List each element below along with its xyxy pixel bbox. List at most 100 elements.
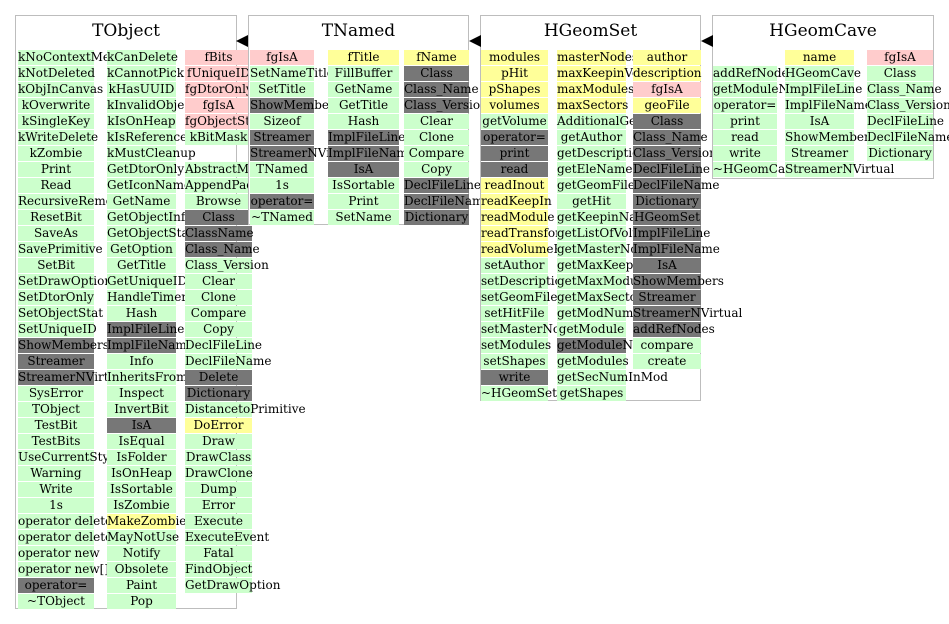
member-cell: Streamer: [785, 146, 854, 161]
member-cell: FindObject: [185, 562, 253, 577]
member-cell: kInvalidObject: [107, 98, 196, 113]
member-cell: StreamerNVirtual: [785, 162, 895, 177]
member-cell: Print: [328, 194, 399, 209]
member-cell: IsSortable: [328, 178, 399, 193]
member-cell: Info: [107, 354, 176, 369]
member-cell: compare: [633, 338, 701, 353]
member-cell: ~TObject: [18, 594, 94, 609]
inheritance-arrow-icon: [469, 35, 481, 47]
member-cell: Dictionary: [185, 386, 252, 401]
class-title: TNamed: [321, 21, 396, 41]
member-cell: IsA: [107, 418, 176, 433]
member-cell: DeclFileLine: [633, 162, 711, 177]
member-cell: Dictionary: [633, 194, 701, 209]
member-cell: GetIconName: [107, 178, 192, 193]
member-cell: Streamer: [250, 130, 314, 145]
member-cell: ExecuteEvent: [185, 530, 270, 545]
member-cell: ImplFileLine: [633, 226, 711, 241]
member-cell: ImplFileName: [633, 242, 720, 257]
class-title: TObject: [92, 21, 160, 41]
member-cell: print: [713, 114, 777, 129]
member-cell: SetNameTitle: [250, 66, 334, 81]
member-cell: DeclFileName: [633, 178, 720, 193]
member-cell: getDescription: [557, 146, 648, 161]
member-cell: IsZombie: [107, 498, 176, 513]
class-box-tnamed: TNamed fgIsA SetNameTitle SetTitle ShowMembe…: [248, 15, 491, 225]
member-cell: getModule: [557, 322, 626, 337]
member-cell: 1s: [18, 498, 94, 513]
inheritance-arrow-icon: [236, 35, 248, 47]
member-cell: AbstractMethod: [185, 162, 284, 177]
member-cell: TObject: [18, 402, 94, 417]
member-cell: write: [481, 370, 548, 385]
class-box-hgeomcave: HGeomCave addRefNodes getModuleName operato…: [712, 15, 949, 179]
member-cell: ~HGeomCave: [713, 162, 800, 177]
member-cell: SetTitle: [250, 82, 314, 97]
member-cell: ResetBit: [18, 210, 94, 225]
member-cell: Class_Name: [404, 82, 479, 97]
member-cell: getModuleName: [713, 82, 815, 97]
member-cell: Dictionary: [867, 146, 933, 161]
member-cell: GetObjectInfo: [107, 210, 193, 225]
member-cell: ImplFileLine: [107, 322, 185, 337]
member-cell: ~TNamed: [250, 210, 314, 225]
member-cell: modules: [481, 50, 548, 65]
member-cell: HGeomSet: [633, 210, 701, 225]
member-cell: setShapes: [481, 354, 548, 369]
member-cell: getListOfVolumes: [557, 226, 665, 241]
member-cell: setMasterNodes: [481, 322, 582, 337]
member-cell: Class_Name: [633, 130, 708, 145]
member-cell: Class_Version: [633, 146, 717, 161]
member-cell: SetBit: [18, 258, 94, 273]
member-cell: create: [633, 354, 701, 369]
member-cell: readVolumeParams: [481, 242, 599, 257]
member-cell: setAuthor: [481, 258, 548, 273]
member-cell: Pop: [107, 594, 176, 609]
member-cell: getMasterNodes: [557, 242, 659, 257]
member-cell: HGeomCave: [785, 66, 861, 81]
member-cell: Compare: [185, 306, 252, 321]
member-cell: maxKeepinVolumes: [557, 66, 676, 81]
member-cell: Dump: [185, 482, 252, 497]
member-cell: GetObjectStat: [107, 226, 194, 241]
member-cell: FillBuffer: [328, 66, 399, 81]
member-cell: Class_Version: [867, 98, 949, 113]
member-cell: setHitFile: [481, 306, 548, 321]
member-cell: IsEqual: [107, 434, 176, 449]
member-cell: operator=: [481, 130, 548, 145]
member-cell: TestBit: [18, 418, 94, 433]
member-cell: TNamed: [250, 162, 314, 177]
member-cell: getShapes: [557, 386, 626, 401]
member-cell: fgIsA: [867, 50, 933, 65]
member-cell: Paint: [107, 578, 176, 593]
member-cell: GetUniqueID: [107, 274, 188, 289]
member-cell: ImplFileName: [785, 98, 872, 113]
member-cell: ShowMembers: [250, 98, 341, 113]
member-cell: volumes: [481, 98, 548, 113]
member-cell: masterNodes: [557, 50, 639, 65]
member-cell: SaveAs: [18, 226, 94, 241]
member-cell: addRefNodes: [713, 66, 795, 81]
member-cell: IsA: [328, 162, 399, 177]
member-cell: kNotDeleted: [18, 66, 96, 81]
member-cell: InheritsFrom: [107, 370, 188, 385]
member-cell: ClassName: [185, 226, 254, 241]
member-cell: Dictionary: [404, 210, 469, 225]
member-cell: Class: [185, 210, 252, 225]
member-cell: fUniqueID: [185, 66, 252, 81]
member-cell: Copy: [404, 162, 469, 177]
member-cell: operator=: [250, 194, 314, 209]
member-cell: GetOption: [107, 242, 176, 257]
member-cell: Sizeof: [250, 114, 314, 129]
member-cell: operator new[]: [18, 562, 109, 577]
member-cell: UseCurrentStyle: [18, 450, 121, 465]
member-cell: getMaxSectors: [557, 290, 649, 305]
member-cell: fgIsA: [185, 98, 252, 113]
member-cell: getModuleName: [557, 338, 659, 353]
member-cell: kCannotPick: [107, 66, 185, 81]
member-cell: getGeomFile: [557, 178, 635, 193]
member-cell: Streamer: [633, 290, 701, 305]
member-cell: pHit: [481, 66, 548, 81]
member-cell: kOverwrite: [18, 98, 94, 113]
member-cell: Fatal: [185, 546, 252, 561]
